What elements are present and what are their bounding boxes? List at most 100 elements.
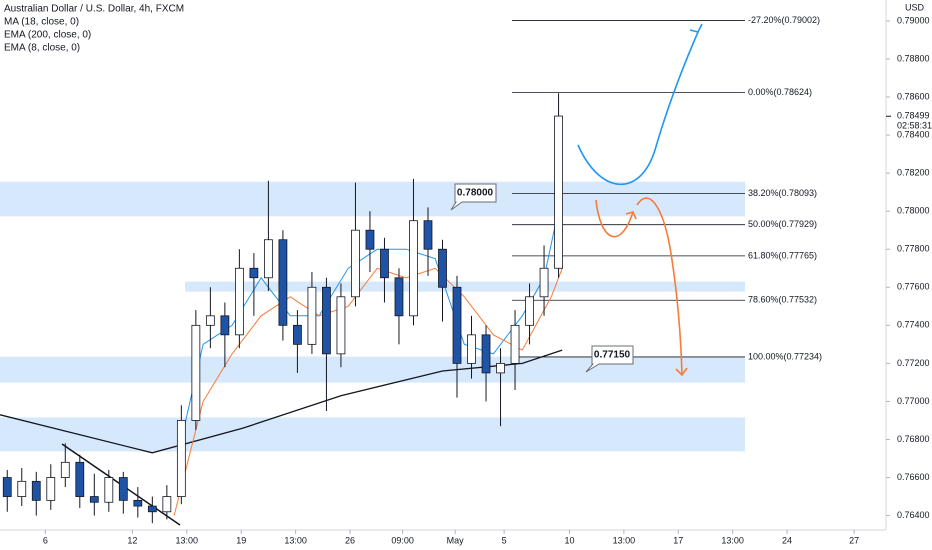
x-tick-label: 13:00 [613, 535, 636, 545]
candle-body [17, 480, 27, 497]
candle-body [31, 480, 41, 501]
candle-body [191, 324, 201, 421]
candle-body [438, 248, 447, 288]
callout: 0.78000 [450, 183, 497, 211]
zone [0, 181, 745, 217]
orange-arrowhead [625, 211, 637, 220]
legend: Australian Dollar / U.S. Dollar, 4h, FXC… [4, 4, 184, 54]
y-tick-label: 0.78400 [897, 129, 930, 139]
legend-entry: MA (18, close, 0) [4, 17, 79, 28]
candle-body [467, 334, 476, 364]
fib-label: 50.00%(0.77929) [748, 219, 817, 229]
y-tick-label: 0.78800 [897, 53, 930, 63]
candle-body [249, 267, 259, 279]
candle-body [409, 220, 418, 317]
y-tick-label: 0.78000 [897, 206, 930, 216]
x-tick-label: 13:00 [284, 535, 307, 545]
currency: USD [905, 2, 925, 12]
x-tick-label: 6 [43, 535, 48, 545]
candle-body [380, 248, 389, 279]
title: Australian Dollar / U.S. Dollar, 4h, FXC… [4, 4, 184, 15]
candle-body [278, 239, 288, 326]
orange-arrowhead [675, 367, 688, 377]
x-tick-label: 13:00 [176, 535, 199, 545]
x-tick-label: May [447, 535, 465, 545]
y-tick-label: 0.79000 [897, 15, 930, 25]
y-tick-label: 0.78200 [897, 168, 930, 178]
candle-body [264, 239, 273, 279]
x-tick-label: 13:00 [721, 535, 744, 545]
candle-body [481, 334, 491, 374]
callout: 0.77150 [585, 345, 634, 373]
orange-arrow [636, 197, 683, 376]
candle-body [104, 477, 114, 503]
blue-arrow [577, 31, 699, 186]
candle-body [133, 499, 143, 507]
x-tick-label: 5 [502, 535, 507, 545]
candle-body [336, 296, 346, 355]
last-price-label: 0.78499 [897, 111, 930, 121]
candle-body [60, 461, 70, 478]
y-tick-label: 0.77600 [897, 282, 930, 292]
candle-body [234, 267, 244, 336]
candle-body [510, 324, 520, 364]
x-tick-label: 17 [673, 535, 683, 545]
candle-body [162, 496, 172, 513]
callout-box [585, 345, 634, 373]
candle-body [2, 477, 12, 497]
candle-body [394, 277, 404, 317]
projection-arrows [577, 23, 703, 377]
fib-label: 100.00%(0.77234) [748, 351, 822, 361]
candle-body [554, 115, 563, 269]
candle-body [89, 496, 99, 503]
y-tick-label: 0.76400 [897, 510, 930, 520]
orange-arrow [595, 199, 634, 238]
candles [2, 93, 563, 524]
candle-body [220, 315, 230, 336]
fib-label: 38.20%(0.78093) [748, 188, 817, 198]
candle-body [322, 286, 331, 355]
candle-body [118, 477, 128, 501]
x-tick-label: 12 [127, 535, 137, 545]
fib-label: 78.60%(0.77532) [748, 295, 817, 305]
x-tick-label: 26 [345, 535, 355, 545]
candle-body [75, 461, 85, 497]
countdown: 02:58:31 [897, 121, 932, 131]
x-tick-label: 09:00 [391, 535, 414, 545]
callout-box [450, 183, 497, 211]
indicator-line [0, 349, 563, 454]
candle-body [293, 324, 302, 345]
fib-label: 61.80%(0.77765) [748, 250, 817, 260]
x-tick-label: 24 [782, 535, 792, 545]
fib-label: -27.20%(0.79002) [748, 15, 820, 25]
candle-body [423, 220, 433, 250]
candle-body [176, 420, 186, 497]
candle-body [307, 286, 317, 345]
candle-body [525, 296, 534, 326]
y-tick-label: 0.76800 [897, 434, 930, 444]
y-tick-label: 0.77400 [897, 320, 930, 330]
blue-arrowhead [689, 23, 703, 33]
axes: 0.79000 0.78800 0.78600 0.78400 0.78200 0.780… [43, 15, 932, 545]
candle-body [452, 286, 462, 364]
candle-body [365, 229, 375, 250]
candle-body [46, 477, 56, 501]
x-tick-label: 10 [564, 535, 574, 545]
y-tick-label: 0.77000 [897, 396, 930, 406]
callout-label: 0.77150 [594, 350, 631, 361]
fib-label: 0.00%(0.78624) [748, 87, 812, 97]
y-tick-label: 0.78600 [897, 91, 930, 101]
candle-body [496, 362, 505, 374]
zone [185, 281, 745, 292]
y-tick-label: 0.77800 [897, 244, 930, 254]
callout-label: 0.78000 [457, 188, 494, 199]
legend-entry: EMA (8, close, 0) [4, 43, 80, 54]
legend-entry: EMA (200, close, 0) [4, 30, 91, 41]
x-tick-label: 19 [236, 535, 246, 545]
x-tick-label: 27 [849, 535, 859, 545]
y-tick-label: 0.76600 [897, 472, 930, 482]
zone [0, 417, 745, 452]
